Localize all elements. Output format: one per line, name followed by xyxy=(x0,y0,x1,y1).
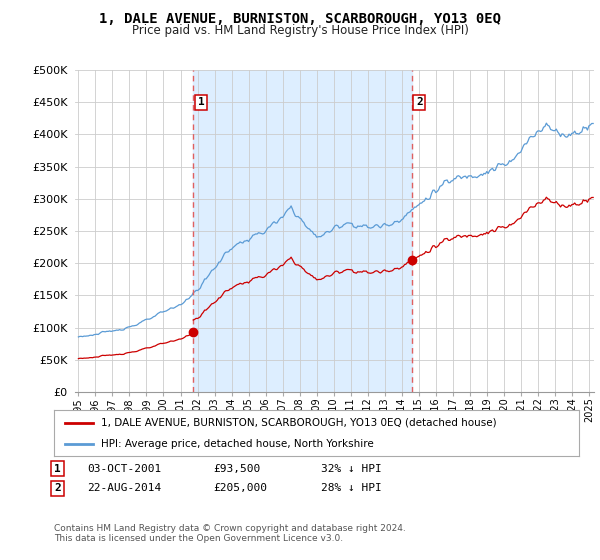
Text: HPI: Average price, detached house, North Yorkshire: HPI: Average price, detached house, Nort… xyxy=(101,439,374,449)
Text: 28% ↓ HPI: 28% ↓ HPI xyxy=(321,483,382,493)
Text: £205,000: £205,000 xyxy=(213,483,267,493)
Text: 1: 1 xyxy=(54,464,61,474)
Text: 1: 1 xyxy=(197,97,204,108)
Text: 2: 2 xyxy=(54,483,61,493)
Text: 32% ↓ HPI: 32% ↓ HPI xyxy=(321,464,382,474)
Text: 2: 2 xyxy=(416,97,422,108)
Text: 22-AUG-2014: 22-AUG-2014 xyxy=(87,483,161,493)
Text: 1, DALE AVENUE, BURNISTON, SCARBOROUGH, YO13 0EQ: 1, DALE AVENUE, BURNISTON, SCARBOROUGH, … xyxy=(99,12,501,26)
Text: 03-OCT-2001: 03-OCT-2001 xyxy=(87,464,161,474)
Text: Price paid vs. HM Land Registry's House Price Index (HPI): Price paid vs. HM Land Registry's House … xyxy=(131,24,469,36)
Text: £93,500: £93,500 xyxy=(213,464,260,474)
Bar xyxy=(193,70,412,392)
Text: 1, DALE AVENUE, BURNISTON, SCARBOROUGH, YO13 0EQ (detached house): 1, DALE AVENUE, BURNISTON, SCARBOROUGH, … xyxy=(101,418,497,428)
Text: Contains HM Land Registry data © Crown copyright and database right 2024.
This d: Contains HM Land Registry data © Crown c… xyxy=(54,524,406,543)
